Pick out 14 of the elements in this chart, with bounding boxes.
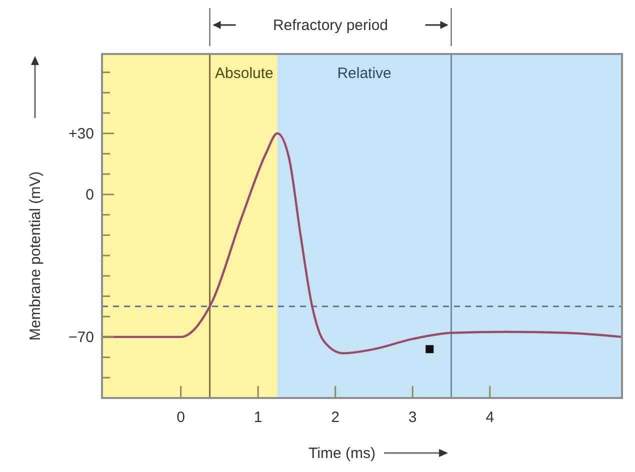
y-tick-label: 0 [86,186,94,204]
line-series [100,132,624,354]
x-axis-title: Time (ms) [308,445,376,462]
x-tick-label: 4 [486,409,494,426]
x-tick-label: 3 [408,409,417,426]
x-tick-label: 2 [331,409,340,426]
x-tick-label: 1 [254,409,262,426]
y-tick-label: +30 [68,126,94,143]
y-axis-title: Membrane potential (mV) [27,171,44,341]
text: Refractory period [272,17,388,34]
y-tick-label: −70 [68,329,94,346]
x-tick-label: 0 [176,409,185,426]
band-label: Relative [337,65,392,82]
band-label: Absolute [215,65,274,82]
